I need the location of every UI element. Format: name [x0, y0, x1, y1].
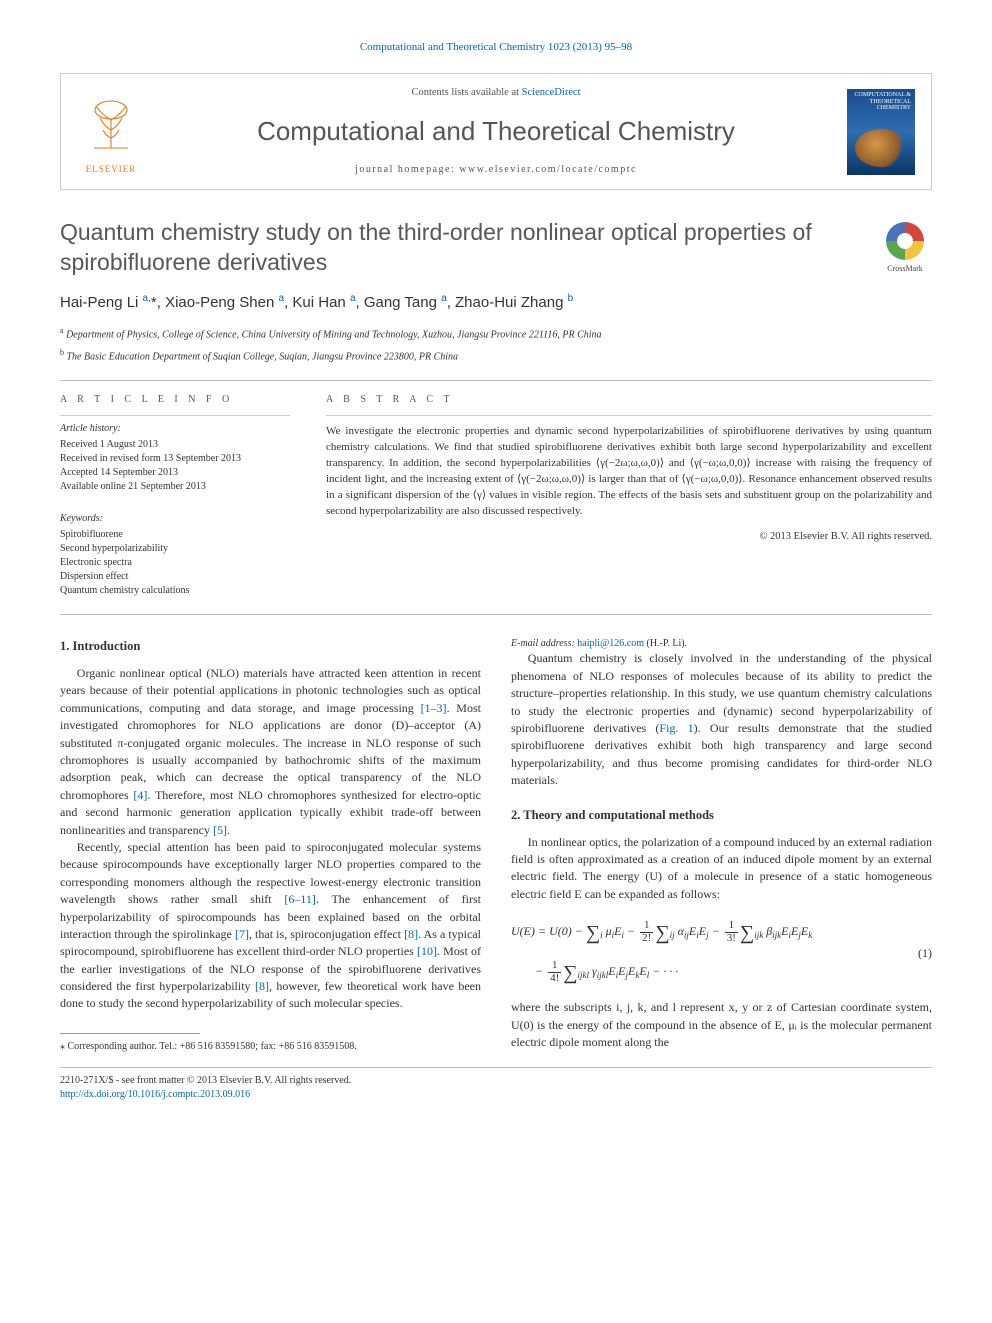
article-body: 1. Introduction Organic nonlinear optica…: [60, 637, 932, 1053]
ref-link-8b[interactable]: [8]: [255, 979, 269, 993]
keywords-heading: Keywords:: [60, 512, 290, 526]
ref-link-10[interactable]: [10]: [417, 944, 437, 958]
intro-paragraph-3: Quantum chemistry is closely involved in…: [511, 650, 932, 789]
crossmark-label: CrossMark: [878, 263, 932, 274]
article-history-heading: Article history:: [60, 422, 290, 436]
elsevier-tree-icon: [77, 89, 145, 161]
equation-1-math: U(E) = U(0) − ∑i μiEi − 12!∑ij αijEiEj −…: [511, 913, 902, 993]
keyword-line: Quantum chemistry calculations: [60, 584, 290, 598]
crossmark-badge[interactable]: CrossMark: [878, 222, 932, 274]
email-prefix: E-mail address:: [511, 638, 577, 649]
history-line: Received in revised form 13 September 20…: [60, 452, 290, 466]
section-2-heading: 2. Theory and computational methods: [511, 806, 932, 824]
article-title: Quantum chemistry study on the third-ord…: [60, 218, 858, 278]
keyword-line: Dispersion effect: [60, 570, 290, 584]
ref-link-7[interactable]: [7]: [235, 927, 249, 941]
homepage-prefix: journal homepage:: [355, 164, 459, 175]
abstract-copyright: © 2013 Elsevier B.V. All rights reserved…: [326, 530, 932, 545]
cover-label: COMPUTATIONAL & THEORETICAL CHEMISTRY: [847, 89, 915, 115]
publisher-name: ELSEVIER: [77, 163, 145, 176]
email-suffix: (H.-P. Li).: [644, 638, 687, 649]
section-1-heading: 1. Introduction: [60, 637, 481, 655]
bottom-info: 2210-271X/$ - see front matter © 2013 El…: [60, 1074, 932, 1101]
ref-link-5[interactable]: [5]: [213, 823, 227, 837]
journal-header: ELSEVIER Contents lists available at Sci…: [60, 73, 932, 190]
email-line: E-mail address: haipli@126.com (H.-P. Li…: [511, 637, 932, 651]
author-list: Hai-Peng Li a,*, Xiao-Peng Shen a, Kui H…: [60, 292, 932, 313]
equation-1: U(E) = U(0) − ∑i μiEi − 12!∑ij αijEiEj −…: [511, 913, 932, 993]
sciencedirect-link[interactable]: ScienceDirect: [522, 87, 581, 98]
figure-1-link[interactable]: Fig. 1: [659, 721, 693, 735]
affiliation-line: b The Basic Education Department of Suqi…: [60, 347, 932, 364]
top-citation: Computational and Theoretical Chemistry …: [60, 40, 932, 55]
doi-link[interactable]: http://dx.doi.org/10.1016/j.comptc.2013.…: [60, 1089, 250, 1100]
contents-prefix: Contents lists available at: [411, 87, 521, 98]
article-info-column: A R T I C L E I N F O Article history: R…: [60, 393, 290, 598]
keyword-line: Electronic spectra: [60, 556, 290, 570]
history-line: Accepted 14 September 2013: [60, 466, 290, 480]
publisher-logo: ELSEVIER: [77, 89, 145, 176]
footnote-separator: [60, 1033, 200, 1034]
history-line: Received 1 August 2013: [60, 438, 290, 452]
keyword-line: Second hyperpolarizability: [60, 542, 290, 556]
issn-copyright-line: 2210-271X/$ - see front matter © 2013 El…: [60, 1074, 932, 1088]
ref-link-1-3[interactable]: [1–3]: [421, 701, 447, 715]
theory-paragraph-1: In nonlinear optics, the polarization of…: [511, 834, 932, 904]
corresponding-author-note: ⁎ Corresponding author. Tel.: +86 516 83…: [60, 1040, 481, 1054]
intro-paragraph-1: Organic nonlinear optical (NLO) material…: [60, 665, 481, 839]
separator-rule: [60, 380, 932, 381]
theory-paragraph-2: where the subscripts i, j, k, and l repr…: [511, 999, 932, 1051]
affiliation-line: a Department of Physics, College of Scie…: [60, 325, 932, 342]
separator-rule: [60, 614, 932, 615]
contents-available: Contents lists available at ScienceDirec…: [161, 86, 831, 101]
ref-link-6-11[interactable]: [6–11]: [284, 892, 316, 906]
journal-cover-thumbnail: COMPUTATIONAL & THEORETICAL CHEMISTRY: [847, 89, 915, 175]
abstract-text: We investigate the electronic properties…: [326, 424, 932, 520]
journal-homepage: journal homepage: www.elsevier.com/locat…: [161, 163, 831, 177]
article-info-heading: A R T I C L E I N F O: [60, 393, 290, 407]
bottom-separator: [60, 1067, 932, 1068]
history-line: Available online 21 September 2013: [60, 480, 290, 494]
intro-paragraph-2: Recently, special attention has been pai…: [60, 839, 481, 1013]
equation-1-number: (1): [902, 945, 932, 962]
abstract-heading: A B S T R A C T: [326, 393, 932, 407]
keyword-line: Spirobifluorene: [60, 528, 290, 542]
ref-link-8[interactable]: [8]: [404, 927, 418, 941]
journal-name: Computational and Theoretical Chemistry: [161, 113, 831, 149]
abstract-column: A B S T R A C T We investigate the elect…: [326, 393, 932, 598]
author-email-link[interactable]: haipli@126.com: [577, 638, 644, 649]
ref-link-4[interactable]: [4]: [133, 788, 147, 802]
homepage-url: www.elsevier.com/locate/comptc: [459, 164, 637, 175]
crossmark-icon: [886, 222, 924, 260]
